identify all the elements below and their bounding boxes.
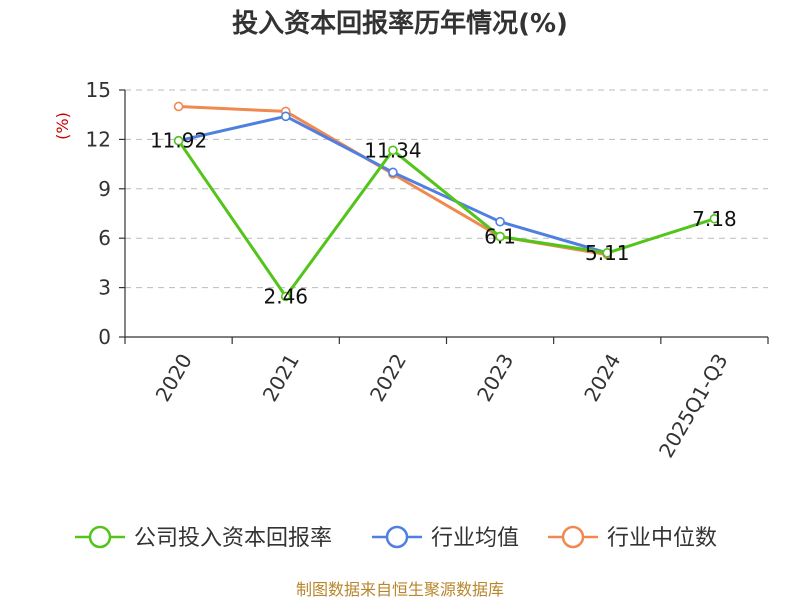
x-tick-label: 2020 (151, 350, 197, 406)
y-tick-label: 12 (86, 127, 111, 151)
legend-marker-2 (561, 525, 585, 549)
data-label: 5.11 (585, 241, 630, 265)
series-point-1 (280, 111, 291, 122)
series-point-1 (388, 167, 398, 178)
series-point-0 (602, 248, 613, 258)
series-point-1 (495, 216, 505, 227)
x-tick-label: 2023 (472, 350, 518, 406)
y-axis-unit: (%) (53, 112, 72, 140)
x-tick-label: 2024 (579, 350, 625, 406)
data-labels: 11.92 2.46 11.34 6.1 5.11 7.18 (150, 129, 737, 309)
x-tick-label: 2021 (258, 350, 304, 406)
data-label: 2.46 (263, 284, 308, 308)
x-tick-label: 2022 (365, 350, 411, 406)
legend-label-0: 公司投入资本回报率 (134, 526, 332, 551)
series-point-0 (173, 135, 184, 146)
legend-marker-0 (88, 525, 112, 549)
legend: 公司投入资本回报率 行业均值 行业中位数 (75, 525, 717, 551)
series-point-2 (173, 101, 184, 112)
grid-lines (125, 89, 768, 289)
series-point-0 (280, 291, 291, 302)
x-tick-label: 2025Q1-Q3 (654, 350, 733, 462)
chart-title: 投入资本回报率历年情况(%) (232, 8, 568, 39)
series-point-0 (495, 231, 505, 242)
y-tick-label: 3 (98, 276, 111, 300)
y-tick-label: 15 (86, 78, 111, 102)
y-tick-label: 9 (98, 177, 111, 201)
data-label: 11.92 (150, 129, 207, 153)
data-label: 6.1 (484, 225, 516, 249)
data-label: 11.34 (364, 138, 421, 162)
series-point-0 (709, 213, 720, 224)
series-point-0 (388, 145, 398, 156)
series-lines (173, 101, 720, 302)
source-note: 制图数据来自恒生聚源数据库 (296, 580, 504, 599)
legend-label-2: 行业中位数 (607, 526, 717, 551)
legend-label-1: 行业均值 (431, 526, 519, 551)
data-label: 7.18 (692, 207, 737, 231)
series-line-0 (177, 139, 715, 298)
y-tick-label: 0 (98, 325, 111, 349)
y-tick-label: 6 (98, 226, 111, 250)
legend-marker-1 (385, 525, 409, 549)
